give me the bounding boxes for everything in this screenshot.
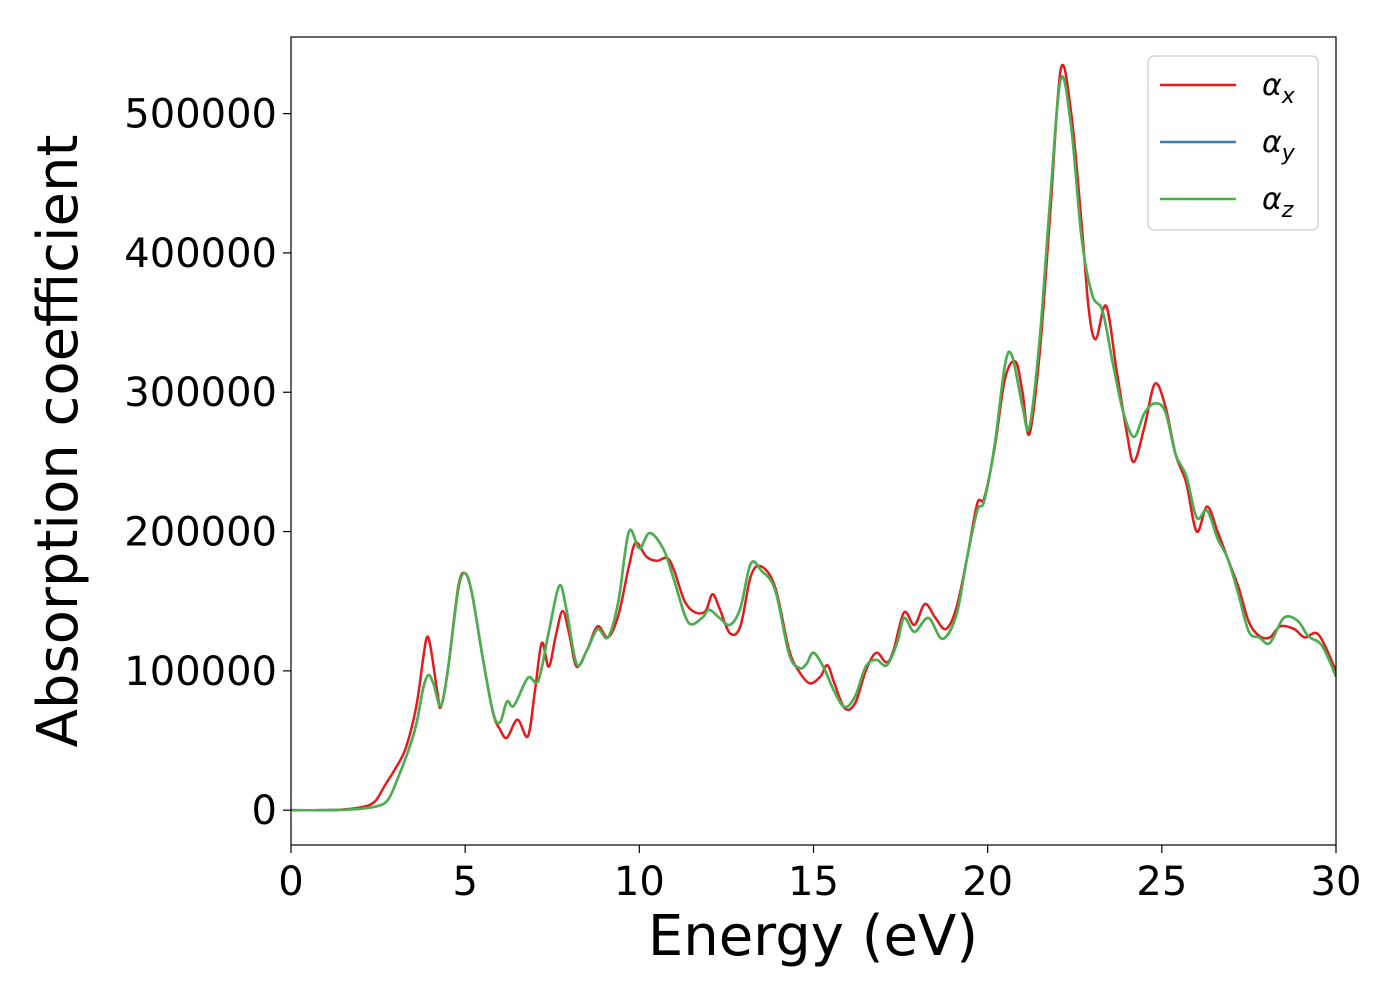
x-tick-label: 0	[278, 859, 303, 905]
y-tick-label: 200000	[124, 510, 277, 556]
y-tick-label: 400000	[124, 231, 277, 277]
legend: αx αy αz	[1147, 55, 1319, 231]
x-tick-label: 10	[614, 859, 665, 905]
series-line-z	[291, 75, 1336, 812]
legend-label-y: αy	[1262, 125, 1296, 166]
y-tick-label: 500000	[124, 92, 277, 138]
y-axis-label: Absorption coefficient	[26, 135, 91, 748]
x-tick-label: 15	[788, 859, 839, 905]
x-tick-label: 25	[1136, 859, 1187, 905]
x-tick-label: 20	[962, 859, 1013, 905]
legend-label-z: αz	[1262, 182, 1294, 223]
y-axis-ticks: 0 100000 200000 300000 400000 500000	[124, 92, 291, 834]
legend-items: αx αy αz	[1160, 68, 1296, 223]
x-axis-ticks: 0 5 10 15 20 25 30	[278, 845, 1361, 905]
y-tick-label: 0	[252, 788, 277, 834]
x-tick-label: 30	[1311, 859, 1362, 905]
legend-label-x: αx	[1262, 68, 1296, 109]
y-tick-label: 100000	[124, 649, 277, 695]
series-layer	[291, 63, 1336, 812]
x-tick-label: 5	[452, 859, 477, 905]
y-tick-label: 300000	[124, 370, 277, 416]
x-axis-label: Energy (eV)	[648, 904, 978, 969]
